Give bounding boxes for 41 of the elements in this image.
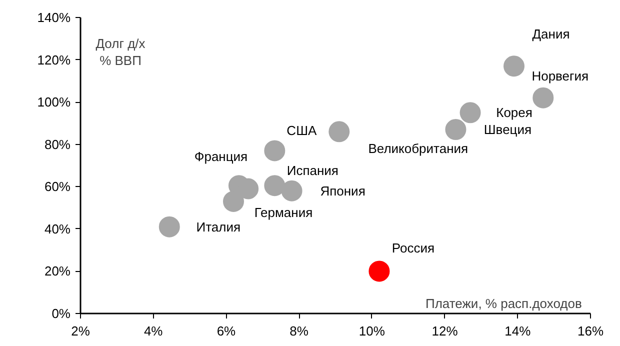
point — [368, 260, 390, 282]
data-label: Россия — [392, 240, 435, 256]
y-tick-label: 20% — [44, 264, 71, 279]
data-label: Япония — [320, 183, 366, 198]
point — [460, 102, 481, 124]
y-tick-label: 60% — [44, 179, 71, 194]
point — [328, 121, 350, 142]
point — [264, 140, 286, 162]
x-tick-label: 14% — [504, 324, 532, 338]
point — [158, 216, 180, 238]
data-label: США — [286, 123, 317, 138]
x-tick-label: 10% — [358, 324, 386, 338]
point — [532, 87, 554, 108]
data-label: Дания — [532, 26, 570, 42]
x-tick-label: 2% — [71, 324, 90, 338]
data-label: Германия — [254, 204, 313, 220]
x-tick-label: 4% — [144, 324, 164, 338]
data-label: Норвегия — [532, 68, 589, 84]
point — [504, 56, 524, 77]
data-label: Италия — [196, 219, 241, 234]
point — [281, 180, 302, 202]
y-tick-label: 120% — [37, 52, 71, 68]
y-axis-title: Долг д/х % ВВП — [96, 36, 146, 68]
data-label: Корея — [496, 105, 532, 120]
data-label: Великобритания — [368, 141, 468, 156]
y-tick-label: 100% — [37, 94, 71, 110]
data-label: Испания — [286, 163, 338, 178]
x-axis-title: Платежи, % расп.доходов — [425, 296, 582, 311]
x-tick-label: 6% — [216, 324, 236, 338]
y-tick-label: 40% — [44, 221, 71, 236]
point — [264, 175, 286, 196]
y-tick-label: 80% — [44, 136, 71, 152]
x-tick-label: 8% — [290, 324, 309, 338]
x-tick-label: 12% — [432, 324, 458, 338]
x-tick-label: 16% — [577, 324, 604, 338]
y-tick-label: 140% — [37, 10, 71, 25]
point — [223, 190, 244, 212]
point — [445, 119, 466, 140]
y-tick-label: 0% — [52, 306, 71, 321]
data-label: Швеция — [484, 122, 532, 138]
data-label: Франция — [194, 149, 248, 164]
